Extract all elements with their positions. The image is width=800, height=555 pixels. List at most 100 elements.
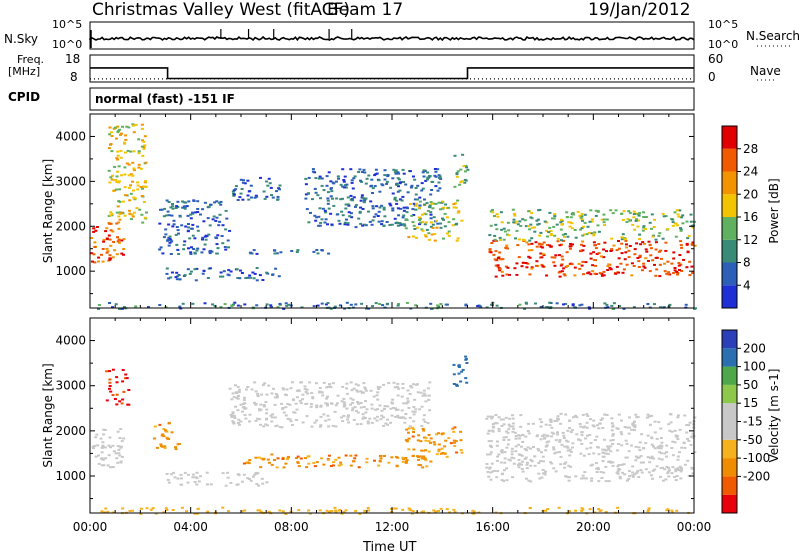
heatmap-cell: [124, 134, 128, 137]
heatmap-cell: [164, 233, 168, 236]
heatmap-cell: [644, 248, 648, 251]
heatmap-cell: [432, 441, 436, 444]
heatmap-cell: [363, 199, 367, 201]
heatmap-cell: [672, 272, 676, 274]
heatmap-cell: [258, 274, 262, 277]
heatmap-cell: [524, 301, 528, 304]
heatmap-cell: [140, 195, 144, 197]
heatmap-cell: [530, 237, 534, 240]
heatmap-cell: [242, 462, 246, 465]
heatmap-cell: [109, 257, 113, 260]
heatmap-cell: [410, 184, 414, 187]
heatmap-cell: [362, 406, 366, 408]
heatmap-cell: [653, 447, 657, 450]
colorbar-tick-label: 200: [743, 341, 766, 355]
heatmap-cell: [170, 431, 174, 434]
heatmap-cell: [507, 423, 511, 426]
heatmap-cell: [273, 459, 276, 461]
heatmap-cell: [395, 221, 399, 224]
heatmap-cell: [560, 239, 563, 242]
heatmap-cell: [341, 197, 344, 200]
heatmap-cell: [318, 207, 322, 210]
heatmap-cell: [523, 239, 527, 242]
heatmap-cell: [393, 198, 397, 201]
heatmap-cell: [560, 255, 564, 258]
heatmap-cell: [230, 305, 234, 307]
heatmap-cell: [428, 381, 432, 384]
colorbar-label: Power [dB]: [767, 178, 781, 243]
heatmap-cell: [594, 264, 598, 267]
heatmap-cell: [236, 199, 240, 201]
heatmap-cell: [116, 236, 119, 239]
heatmap-cell: [485, 417, 489, 420]
heatmap-cell: [424, 449, 428, 452]
heatmap-cell: [458, 183, 462, 186]
heatmap-cell: [108, 436, 112, 439]
heatmap-cell: [651, 235, 655, 238]
heatmap-cell: [285, 388, 289, 391]
heatmap-cell: [117, 215, 121, 218]
heatmap-cell: [501, 451, 504, 454]
heatmap-cell: [624, 439, 628, 442]
heatmap-cell: [567, 221, 571, 224]
heatmap-cell: [503, 230, 507, 233]
heatmap-cell: [412, 428, 416, 431]
heatmap-cell: [110, 135, 114, 137]
heatmap-cell: [195, 471, 199, 474]
heatmap-cell: [535, 219, 539, 222]
heatmap-cell: [607, 480, 611, 483]
heatmap-cell: [565, 216, 569, 219]
heatmap-cell: [638, 449, 642, 452]
heatmap-cell: [527, 422, 531, 425]
heatmap-cell: [633, 248, 637, 251]
heatmap-cell: [108, 254, 112, 257]
heatmap-cell: [347, 204, 351, 207]
heatmap-cell: [679, 244, 683, 247]
heatmap-cell: [131, 123, 135, 126]
heatmap-cell: [111, 174, 114, 177]
heatmap-cell: [623, 426, 627, 428]
heatmap-cell: [305, 208, 309, 211]
heatmap-cell: [114, 303, 118, 306]
heatmap-cell: [291, 423, 294, 426]
heatmap-cell: [541, 460, 545, 463]
heatmap-cell: [544, 306, 548, 309]
heatmap-cell: [111, 394, 115, 396]
heatmap-cell: [186, 268, 190, 271]
heatmap-cell: [471, 509, 475, 512]
heatmap-cell: [209, 483, 213, 486]
heatmap-cell: [202, 269, 206, 272]
heatmap-cell: [385, 221, 389, 223]
heatmap-cell: [533, 226, 537, 229]
heatmap-cell: [591, 463, 595, 466]
colorbar-segment: [722, 262, 737, 286]
heatmap-cell: [580, 243, 583, 246]
heatmap-cell: [563, 233, 567, 235]
heatmap-cell: [124, 373, 128, 376]
heatmap-cell: [351, 409, 354, 412]
heatmap-cell: [600, 477, 604, 479]
heatmap-cell: [664, 241, 668, 244]
heatmap-cell: [257, 484, 261, 487]
heatmap-cell: [565, 211, 569, 214]
heatmap-cell: [328, 385, 332, 388]
heatmap-cell: [116, 445, 120, 448]
heatmap-cell: [630, 274, 634, 277]
heatmap-cell: [660, 257, 663, 260]
heatmap-cell: [360, 391, 364, 394]
heatmap-cell: [113, 398, 117, 400]
heatmap-cell: [326, 202, 330, 205]
heatmap-cell: [340, 512, 344, 515]
heatmap-cell: [100, 253, 103, 256]
heatmap-cell: [526, 262, 530, 265]
heatmap-cell: [628, 245, 632, 247]
heatmap-cell: [203, 201, 207, 204]
heatmap-cell: [331, 382, 335, 385]
heatmap-cell: [264, 423, 268, 426]
heatmap-cell: [677, 215, 681, 218]
y-tick-label: 4000: [55, 334, 86, 348]
heatmap-cell: [264, 401, 268, 403]
heatmap-cell: [265, 408, 269, 411]
heatmap-cell: [628, 211, 632, 214]
heatmap-cell: [310, 425, 314, 428]
